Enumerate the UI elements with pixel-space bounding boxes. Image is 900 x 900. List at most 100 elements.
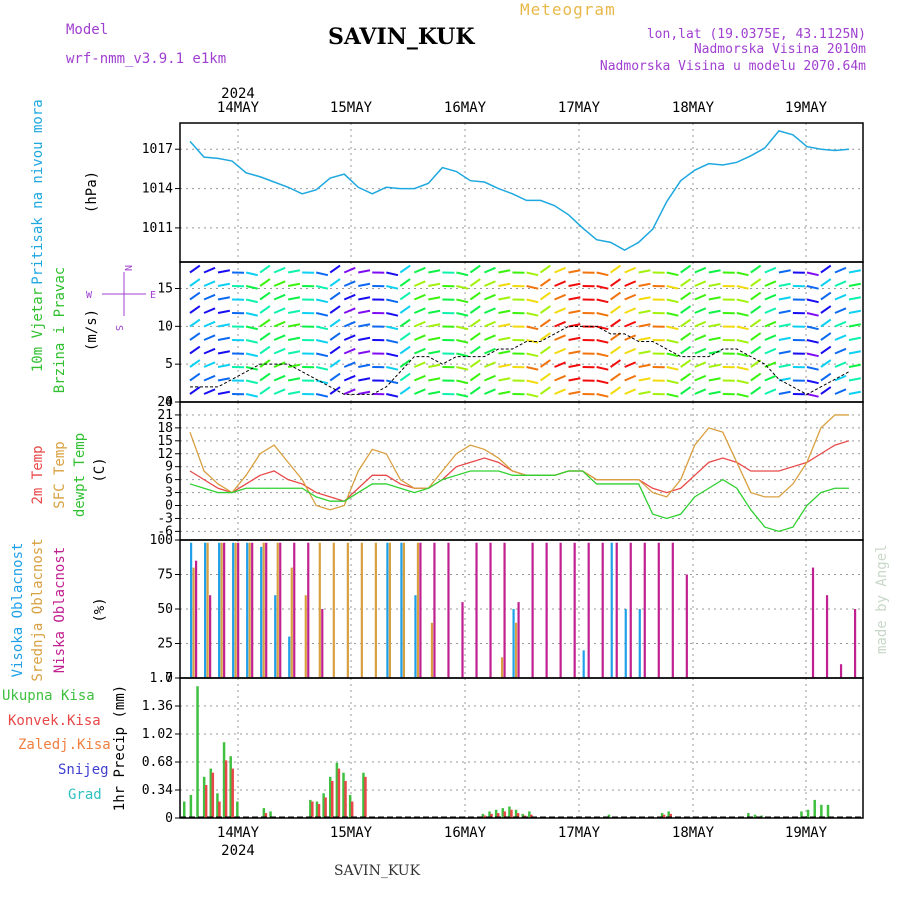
wind-barb xyxy=(736,312,749,317)
wind-barb xyxy=(428,390,441,395)
total-precip-bar xyxy=(607,814,611,818)
sfc-temp-label: SFC Temp xyxy=(52,441,68,508)
wind-barb xyxy=(820,305,832,314)
high-cloud-bar xyxy=(582,650,585,678)
wind-barb xyxy=(343,293,356,301)
model-name: wrf-nmm_v3.9.1 e1km xyxy=(66,51,226,67)
mid-cloud-bar xyxy=(290,567,293,678)
low-cloud-bar xyxy=(825,595,829,678)
wind-barb xyxy=(624,388,637,395)
wind-barb xyxy=(456,298,469,304)
wind-barb xyxy=(834,307,847,314)
wind-barb xyxy=(315,271,329,277)
wind-barb xyxy=(596,298,609,304)
total-precip-bar xyxy=(514,809,518,818)
low-cloud-bar xyxy=(657,542,660,678)
wind-barb xyxy=(554,266,566,274)
y-tick-label: 1014 xyxy=(142,182,173,197)
lonlat-text: lon,lat (19.0375E, 43.1125N) xyxy=(647,27,866,42)
low-cloud-bar xyxy=(643,542,646,678)
wind-barb xyxy=(456,379,469,385)
wind-barb xyxy=(413,361,426,368)
wind-barb xyxy=(750,332,762,341)
pressure-line xyxy=(189,130,850,252)
high-cloud-bar xyxy=(190,542,193,678)
y-tick-label: 0 xyxy=(165,811,173,826)
wind-barb xyxy=(764,374,777,382)
wind-barb xyxy=(539,318,551,328)
y-tick-label: -3 xyxy=(157,511,173,526)
wind-barb xyxy=(259,332,271,341)
high-cloud-bar xyxy=(610,542,613,678)
wind-barb xyxy=(428,309,441,314)
low-cloud-bar xyxy=(461,602,464,678)
wind-barb xyxy=(484,280,496,287)
wind-barb xyxy=(806,366,819,371)
wind-barb xyxy=(203,307,216,314)
wind-barb xyxy=(287,323,301,328)
conv-precip-bar xyxy=(496,813,500,818)
wind-barb xyxy=(820,386,832,395)
conv-precip-bar xyxy=(503,811,507,818)
wind-barb xyxy=(386,325,399,331)
wind-barb xyxy=(610,372,622,382)
wind-barb xyxy=(358,390,371,395)
low-cloud-bar xyxy=(839,664,843,678)
wind-barb xyxy=(806,352,819,358)
wind-barb xyxy=(399,386,411,395)
mid-cloud-bar xyxy=(500,657,504,678)
wind-barb xyxy=(539,372,551,382)
wind-barb xyxy=(259,305,271,314)
y-tick-label: 0 xyxy=(165,499,173,514)
wind-barb xyxy=(848,377,861,382)
wind-barb xyxy=(386,352,399,358)
wind-barb xyxy=(764,334,777,341)
compass-east: E xyxy=(150,290,156,301)
mid-cloud-bar xyxy=(262,542,265,678)
wind-barb xyxy=(694,334,707,341)
wind-barb xyxy=(708,296,721,301)
wind-barb xyxy=(428,377,441,382)
conv-precip-bar xyxy=(224,760,228,818)
wind-barb xyxy=(456,339,469,344)
wind-barb xyxy=(273,334,286,341)
y-tick-label: 0.68 xyxy=(142,755,173,770)
wind-barb xyxy=(273,320,286,328)
conv-precip-bar xyxy=(510,809,513,818)
wind-barb xyxy=(315,325,329,331)
wind-barb xyxy=(750,264,762,274)
wind-barb xyxy=(834,388,847,395)
wind-barb xyxy=(680,318,692,328)
wind-barb xyxy=(820,345,832,355)
cloud-unit: (%) xyxy=(92,597,108,622)
wind-barb xyxy=(343,280,356,287)
total-precip-bar xyxy=(481,813,485,818)
high-cloud-bar xyxy=(638,609,641,678)
low-cloud-bar xyxy=(321,609,324,678)
wind-barb xyxy=(217,323,231,328)
wind-barb xyxy=(456,393,469,398)
high-cloud-bar xyxy=(624,609,627,678)
wind-barb xyxy=(217,309,231,314)
wind-barb xyxy=(596,339,609,344)
wind-barb xyxy=(413,320,426,328)
wind-barb xyxy=(666,339,679,344)
wind-barb xyxy=(456,352,469,358)
day-label-top: 18MAY xyxy=(672,100,715,116)
wind-barb xyxy=(820,278,832,287)
total-precip-bar xyxy=(262,808,266,818)
wind-barb xyxy=(456,285,469,290)
wind-barb xyxy=(624,266,637,274)
pressure-unit: (hPa) xyxy=(84,171,100,213)
conv-precip-bar xyxy=(490,813,493,818)
wind-barb xyxy=(526,325,539,331)
conv-precip-bar xyxy=(317,804,321,818)
wind-barb xyxy=(539,264,551,274)
conv-precip-bar xyxy=(483,815,487,818)
high-cloud-bar xyxy=(232,542,235,678)
wind-barb xyxy=(736,352,749,358)
wind-barb xyxy=(666,298,679,304)
dewpt-label: dewpt Temp xyxy=(72,433,88,517)
wind-barb xyxy=(498,350,511,355)
wind-speed-line xyxy=(190,325,850,396)
